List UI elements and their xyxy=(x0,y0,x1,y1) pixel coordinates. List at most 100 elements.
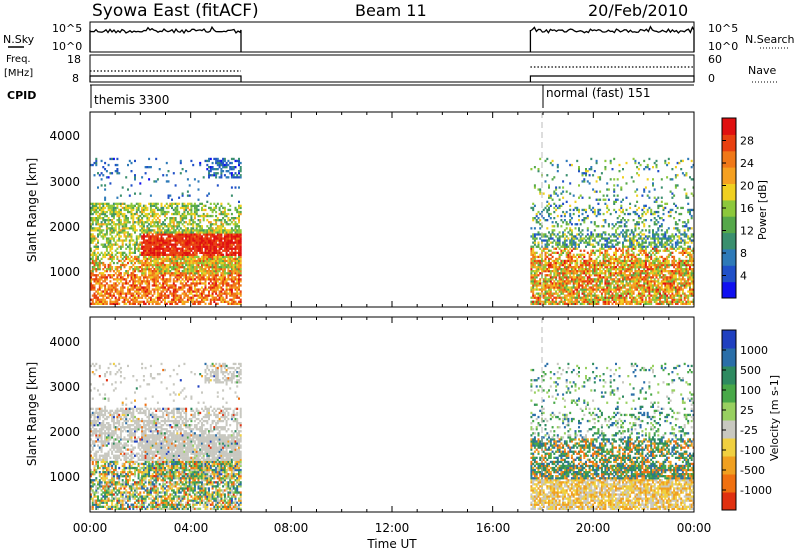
power-cell xyxy=(199,296,202,299)
power-cell xyxy=(223,166,226,169)
power-cell xyxy=(563,296,566,299)
power-cell xyxy=(606,251,609,254)
power-cell xyxy=(128,253,131,256)
power-cell xyxy=(581,196,584,199)
power-cell xyxy=(125,225,128,228)
power-cell xyxy=(90,284,92,287)
power-cell xyxy=(102,284,105,287)
power-cell xyxy=(169,221,172,224)
power-cell xyxy=(578,290,580,293)
power-cell xyxy=(615,249,617,252)
power-cell xyxy=(611,233,614,236)
power-cell xyxy=(100,221,103,224)
power-cell xyxy=(238,274,240,277)
power-cell xyxy=(225,255,228,259)
power-cell xyxy=(590,257,593,261)
power-cell xyxy=(188,219,191,222)
power-cell xyxy=(623,257,626,261)
power-cell xyxy=(532,302,535,305)
power-cell xyxy=(102,174,105,177)
power-cell xyxy=(144,292,147,295)
power-cell xyxy=(167,284,170,287)
power-cell xyxy=(222,280,225,283)
power-cell xyxy=(123,206,126,210)
power-cell xyxy=(218,253,221,256)
power-cell xyxy=(535,288,538,291)
power-cell xyxy=(116,206,119,210)
power-cell xyxy=(158,245,161,248)
power-cell xyxy=(223,231,226,234)
power-cell xyxy=(238,172,240,175)
power-cell xyxy=(144,270,147,273)
power-cell xyxy=(563,286,566,289)
power-cell xyxy=(211,261,214,265)
power-cell xyxy=(211,268,214,271)
power-cell xyxy=(229,237,232,240)
power-cell xyxy=(533,302,536,305)
power-cell xyxy=(600,251,603,254)
power-cell xyxy=(562,274,565,277)
power-cell xyxy=(105,288,108,291)
power-cell xyxy=(109,276,112,279)
power-cell xyxy=(615,266,617,269)
power-cell xyxy=(530,286,533,289)
power-cell xyxy=(236,257,239,261)
power-cell xyxy=(201,208,203,212)
power-cell xyxy=(595,190,598,193)
power-cell xyxy=(208,159,210,163)
power-cell xyxy=(195,280,198,283)
power-cell xyxy=(97,210,99,214)
power-cell xyxy=(239,261,242,265)
power-cell xyxy=(193,284,196,287)
power-cell xyxy=(172,227,175,230)
power-cell xyxy=(190,255,193,259)
power-cell xyxy=(567,245,570,248)
power-cell xyxy=(570,245,573,248)
power-cell xyxy=(229,166,232,169)
power-cell xyxy=(148,251,151,254)
power-cell xyxy=(227,202,230,205)
power-cell xyxy=(121,241,124,244)
power-cell xyxy=(532,245,535,248)
power-cell xyxy=(111,235,114,238)
power-cell xyxy=(192,237,195,240)
power-cell xyxy=(578,286,580,289)
power-cell xyxy=(93,261,96,265)
power-cell xyxy=(616,261,619,265)
power-cell xyxy=(567,268,570,271)
power-cell xyxy=(532,202,535,205)
power-cell xyxy=(142,255,145,259)
power-cell xyxy=(599,261,602,265)
power-cell xyxy=(211,284,214,287)
power-cell xyxy=(137,286,140,289)
power-cell xyxy=(620,300,623,303)
power-cell xyxy=(567,253,570,256)
power-cell xyxy=(218,247,221,250)
power-cell xyxy=(186,261,189,265)
power-cell xyxy=(148,268,151,271)
power-cell xyxy=(532,276,535,279)
power-cell xyxy=(588,280,591,283)
power-cell xyxy=(135,229,138,232)
power-cell xyxy=(236,159,239,163)
power-cell xyxy=(570,255,573,259)
power-cell xyxy=(100,208,103,212)
power-cell xyxy=(238,243,240,246)
power-cell xyxy=(119,245,122,248)
power-cell xyxy=(100,290,103,293)
power-cell xyxy=(555,186,558,189)
freq-frame xyxy=(89,54,695,83)
power-cell xyxy=(602,212,605,216)
power-cell xyxy=(132,251,135,254)
power-cell xyxy=(181,204,184,207)
power-cell xyxy=(558,243,561,246)
power-cell xyxy=(178,225,181,228)
power-cell xyxy=(227,253,230,256)
power-cell xyxy=(160,204,163,207)
power-cell xyxy=(164,259,166,263)
power-cell xyxy=(558,206,561,210)
power-cell xyxy=(164,219,166,222)
power-cell xyxy=(609,235,612,238)
power-cell xyxy=(622,233,624,236)
power-cell xyxy=(560,300,563,303)
